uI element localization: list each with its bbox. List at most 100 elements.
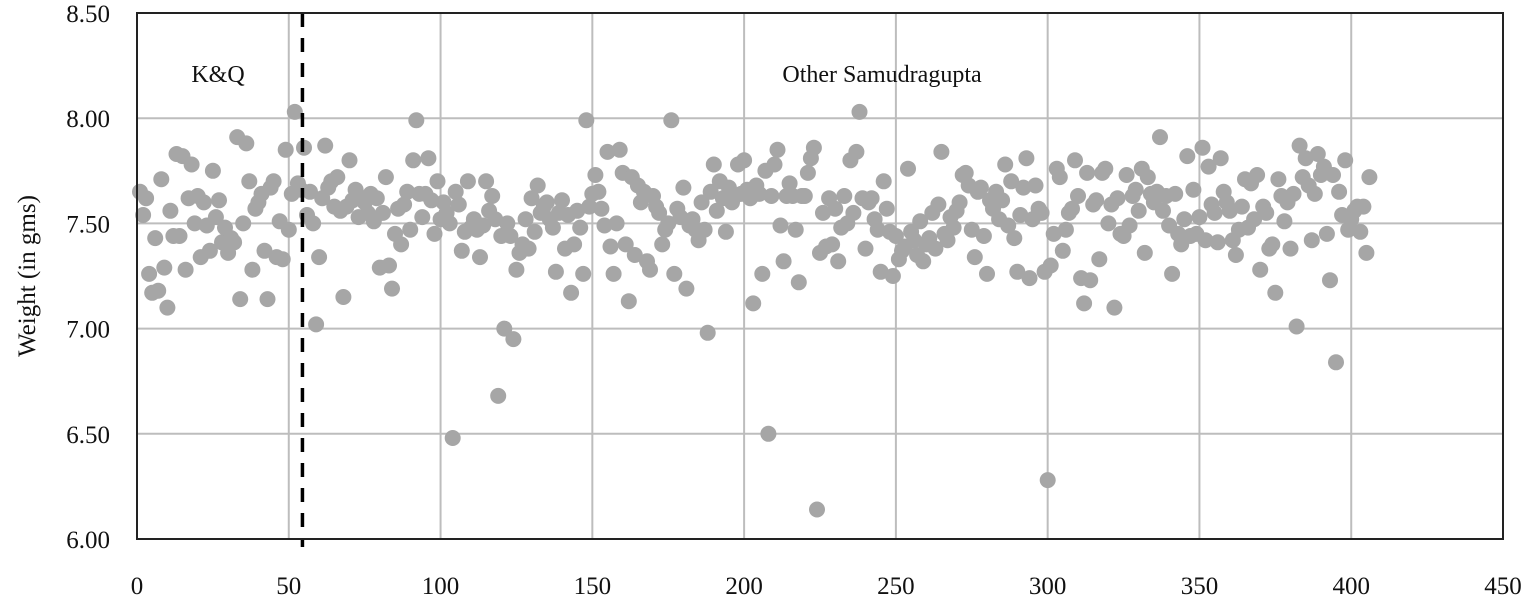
data-point xyxy=(1191,209,1208,226)
data-point xyxy=(1258,204,1275,221)
data-point xyxy=(675,179,692,196)
data-point xyxy=(505,331,522,348)
data-point xyxy=(975,228,992,244)
data-point xyxy=(171,228,188,244)
data-point xyxy=(666,265,683,282)
data-point xyxy=(1322,272,1338,289)
data-point xyxy=(660,215,677,232)
data-point xyxy=(1118,167,1135,183)
data-point xyxy=(827,200,844,217)
data-point xyxy=(426,225,443,242)
data-point xyxy=(754,265,771,282)
data-point xyxy=(1033,204,1050,221)
data-point xyxy=(590,183,607,200)
data-point xyxy=(1051,169,1068,186)
data-point xyxy=(1303,232,1320,249)
data-point xyxy=(572,219,589,236)
x-tick-label: 450 xyxy=(1484,573,1522,600)
data-point xyxy=(1282,240,1299,257)
data-point xyxy=(781,175,798,192)
data-point xyxy=(1018,150,1035,167)
data-point xyxy=(933,143,950,160)
data-point xyxy=(1164,265,1181,282)
data-point xyxy=(423,192,440,209)
data-point xyxy=(608,215,625,232)
data-point xyxy=(484,188,501,204)
data-point xyxy=(845,204,862,221)
data-point xyxy=(957,164,974,181)
data-point xyxy=(1233,198,1250,215)
x-tick-label: 50 xyxy=(276,573,301,600)
data-point xyxy=(153,171,170,188)
data-point xyxy=(1328,354,1344,371)
data-point xyxy=(472,249,488,266)
y-tick-label: 7.50 xyxy=(66,211,110,238)
data-point xyxy=(396,196,413,213)
data-point xyxy=(1246,211,1263,228)
data-point xyxy=(1155,202,1171,219)
data-point xyxy=(805,139,822,156)
data-point xyxy=(939,232,956,249)
data-point xyxy=(377,169,394,186)
data-point xyxy=(554,192,570,209)
data-point xyxy=(900,160,916,177)
data-point xyxy=(1067,152,1083,169)
data-point xyxy=(1325,167,1341,183)
data-point xyxy=(1097,160,1114,177)
data-point xyxy=(1267,284,1284,301)
data-point xyxy=(705,156,722,173)
data-point xyxy=(915,253,932,270)
data-point xyxy=(459,173,476,190)
data-point xyxy=(475,217,492,234)
data-point xyxy=(453,242,470,259)
x-tick-label: 300 xyxy=(1029,573,1067,600)
data-point xyxy=(824,236,841,253)
data-point xyxy=(1212,150,1229,167)
data-point xyxy=(1249,167,1266,183)
data-point xyxy=(368,190,385,207)
data-point xyxy=(311,249,328,266)
data-point xyxy=(186,215,203,232)
data-point xyxy=(1064,200,1080,217)
data-point xyxy=(599,143,616,160)
grid-lines xyxy=(136,12,1504,540)
data-point xyxy=(444,430,461,446)
data-point xyxy=(302,183,318,200)
data-point xyxy=(1221,202,1238,219)
data-point xyxy=(1042,257,1059,274)
data-point xyxy=(751,185,768,202)
y-tick-label: 6.50 xyxy=(66,422,110,449)
data-point xyxy=(1045,225,1062,242)
data-point xyxy=(274,251,291,268)
data-point xyxy=(1152,129,1168,146)
y-axis-tick-labels: 6.00 6.50 7.00 7.50 8.00 8.50 xyxy=(66,1,110,554)
data-point xyxy=(232,291,249,308)
plot-frame xyxy=(136,12,1504,540)
data-point xyxy=(775,253,792,270)
data-point xyxy=(1331,183,1348,200)
data-point xyxy=(226,234,243,251)
data-point xyxy=(1318,225,1335,242)
data-point xyxy=(1070,188,1086,204)
data-point xyxy=(602,238,619,255)
data-point xyxy=(177,261,194,278)
data-point xyxy=(760,425,777,442)
data-point xyxy=(195,194,212,211)
data-point xyxy=(869,221,886,238)
data-point xyxy=(593,200,610,217)
data-point xyxy=(147,230,164,247)
data-point xyxy=(945,219,962,236)
data-point xyxy=(930,196,947,213)
data-point xyxy=(1088,192,1105,209)
annotation-kq: K&Q xyxy=(191,62,244,88)
data-point xyxy=(872,263,889,280)
data-point xyxy=(830,253,847,270)
data-point xyxy=(201,242,218,259)
x-tick-label: 400 xyxy=(1332,573,1370,600)
data-point xyxy=(1291,137,1308,154)
data-point xyxy=(183,156,200,173)
data-point xyxy=(1076,295,1093,312)
data-point xyxy=(569,202,586,219)
data-point xyxy=(420,150,437,167)
data-point xyxy=(651,204,668,221)
